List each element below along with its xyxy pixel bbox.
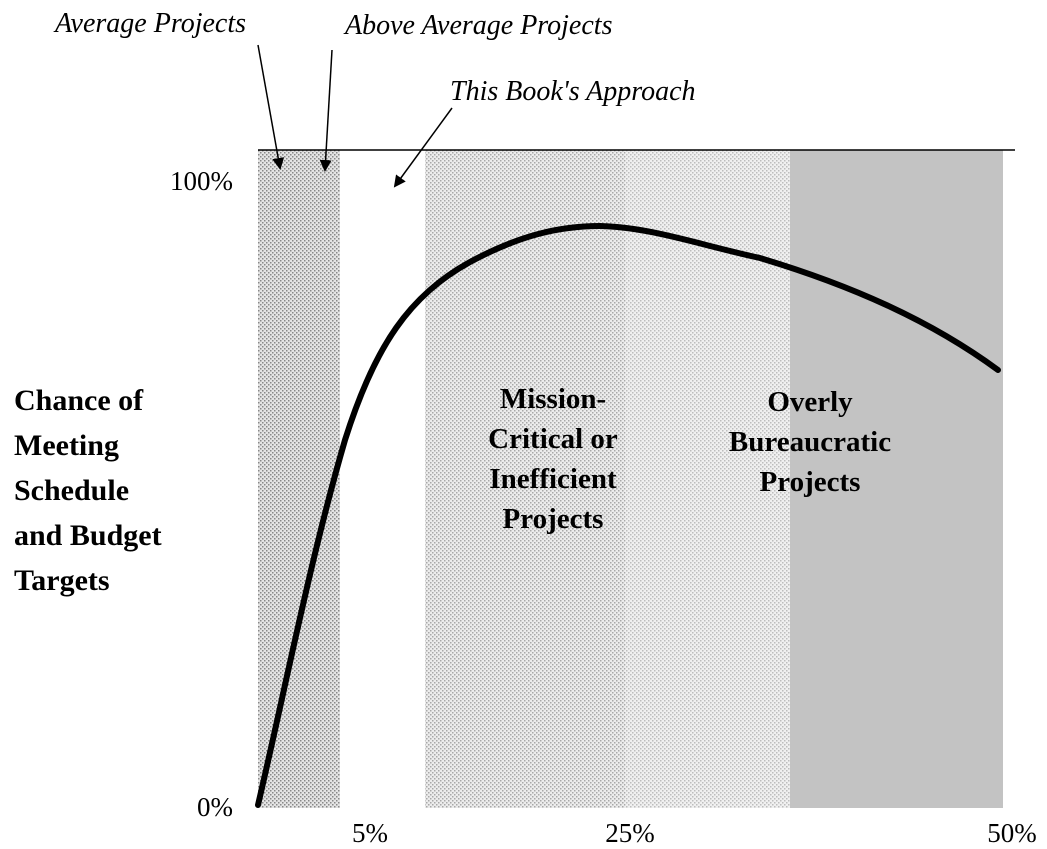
y-axis-label: Chance of bbox=[14, 384, 144, 417]
x-tick-label: 5% bbox=[352, 818, 388, 848]
annotation: Average Projects bbox=[53, 8, 246, 39]
y-tick-label: 0% bbox=[197, 792, 233, 822]
region-label: Inefficient bbox=[489, 463, 617, 495]
annotation: Above Average Projects bbox=[343, 10, 613, 41]
region-label: Critical or bbox=[488, 423, 618, 455]
region-label: Overly bbox=[767, 386, 853, 418]
arrow bbox=[319, 49, 333, 172]
region-label: Projects bbox=[503, 503, 604, 535]
region-bureaucratic bbox=[790, 150, 1003, 808]
arrow bbox=[257, 44, 285, 170]
y-axis-label: and Budget bbox=[14, 519, 162, 552]
region-label: Mission- bbox=[500, 383, 606, 415]
curve bbox=[255, 222, 1001, 808]
region-label: Projects bbox=[760, 466, 861, 498]
x-tick-label: 25% bbox=[605, 818, 655, 848]
y-axis-label: Targets bbox=[14, 564, 110, 597]
y-axis-label: Schedule bbox=[14, 474, 129, 507]
arrow bbox=[393, 107, 453, 188]
region-average bbox=[258, 150, 340, 808]
y-tick-label: 100% bbox=[170, 166, 233, 196]
region-label: Bureaucratic bbox=[729, 426, 891, 458]
x-tick-label: 50% bbox=[987, 818, 1037, 848]
annotation: This Book's Approach bbox=[450, 76, 696, 107]
y-axis-label: Meeting bbox=[14, 429, 119, 462]
region-mission-critical bbox=[425, 150, 625, 808]
